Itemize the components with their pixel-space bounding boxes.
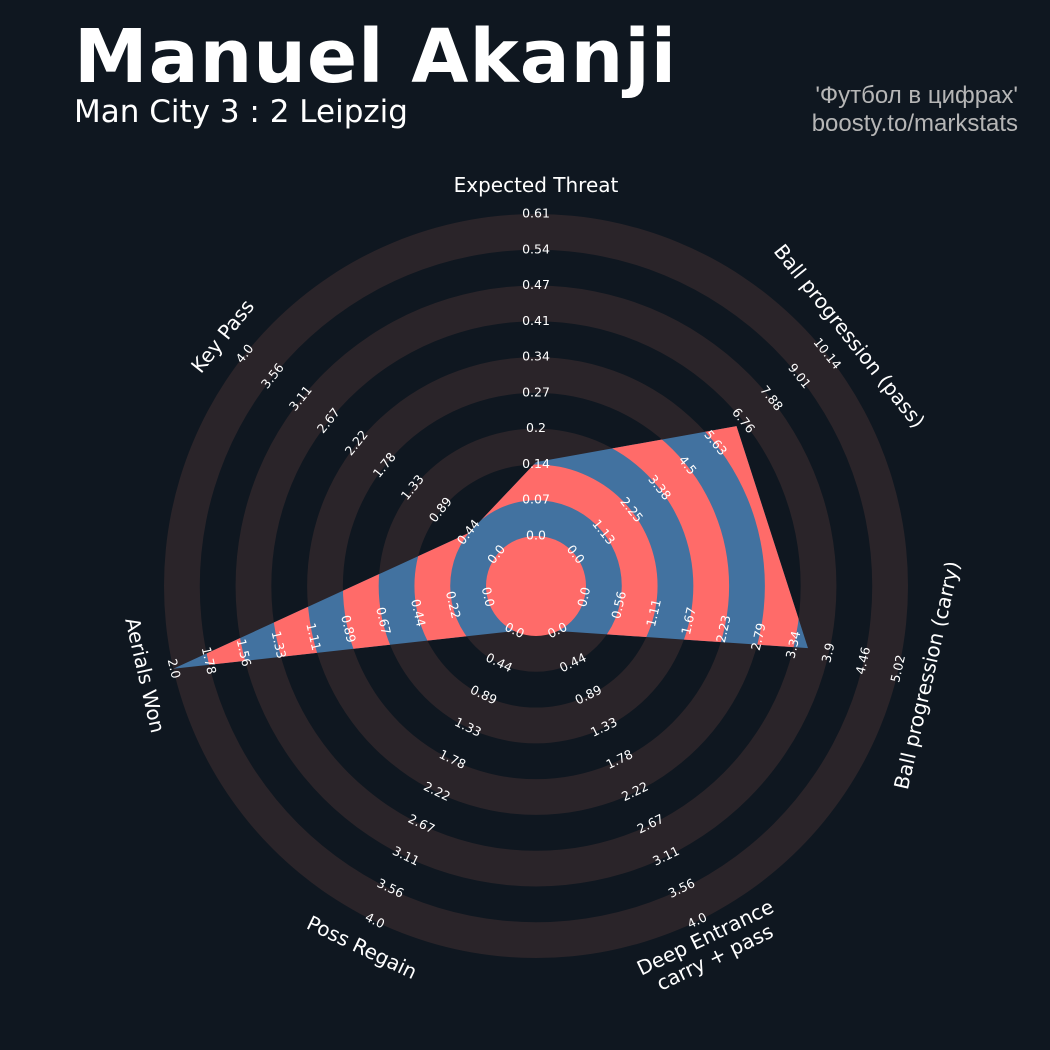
- tick-label: 0.14: [522, 456, 550, 471]
- tick-label: 3.34: [783, 629, 804, 660]
- tick-label: 2.0: [165, 657, 184, 680]
- credit-name: 'Футбол в цифрах': [815, 82, 1018, 109]
- tick-label: 1.78: [199, 645, 220, 676]
- tick-label: 1.33: [269, 629, 290, 659]
- credit-block: 'Футбол в цифрах' boosty.to/markstats: [812, 82, 1018, 138]
- tick-label: 0.41: [522, 313, 550, 328]
- tick-label: 0.44: [408, 598, 429, 629]
- tick-label: 0.61: [522, 206, 550, 221]
- tick-label: 4.46: [852, 645, 873, 676]
- tick-label: 0.0: [574, 585, 593, 608]
- metric-label: Expected Threat: [454, 173, 619, 197]
- tick-label: 2.23: [713, 614, 734, 644]
- tick-label: 5.02: [887, 653, 908, 683]
- tick-label: 0.2: [526, 420, 546, 435]
- tick-label: 1.11: [643, 598, 664, 628]
- tick-label: 0.67: [373, 606, 394, 636]
- tick-label: 1.56: [234, 637, 255, 668]
- tick-label: 2.79: [748, 621, 769, 652]
- center-circle: [486, 536, 586, 636]
- tick-label: 0.47: [522, 277, 550, 292]
- tick-label: 0.07: [522, 492, 550, 507]
- metric-label: Aerials Won: [120, 615, 170, 735]
- page-subtitle: Man City 3 : 2 Leipzig: [74, 94, 408, 130]
- tick-label: 0.0: [526, 528, 546, 543]
- tick-label: 0.34: [522, 349, 550, 364]
- tick-label: 0.0: [479, 586, 498, 609]
- credit-url: boosty.to/markstats: [811, 110, 1018, 137]
- page-title: Manuel Akanji: [74, 14, 678, 100]
- tick-labels: 0.0 0.07 0.14 0.2 0.27 0.34 0.41 0.47 0.54 0.61 0.…: [165, 206, 908, 932]
- tick-label: 3.9: [818, 641, 837, 664]
- tick-label: 0.89: [338, 614, 359, 645]
- tick-label: 0.54: [522, 241, 550, 256]
- tick-label: 1.11: [303, 621, 324, 651]
- tick-label: 1.67: [678, 606, 699, 636]
- tick-label: 0.56: [608, 590, 629, 621]
- tick-label: 0.27: [522, 384, 550, 399]
- tick-label: 0.22: [443, 590, 464, 620]
